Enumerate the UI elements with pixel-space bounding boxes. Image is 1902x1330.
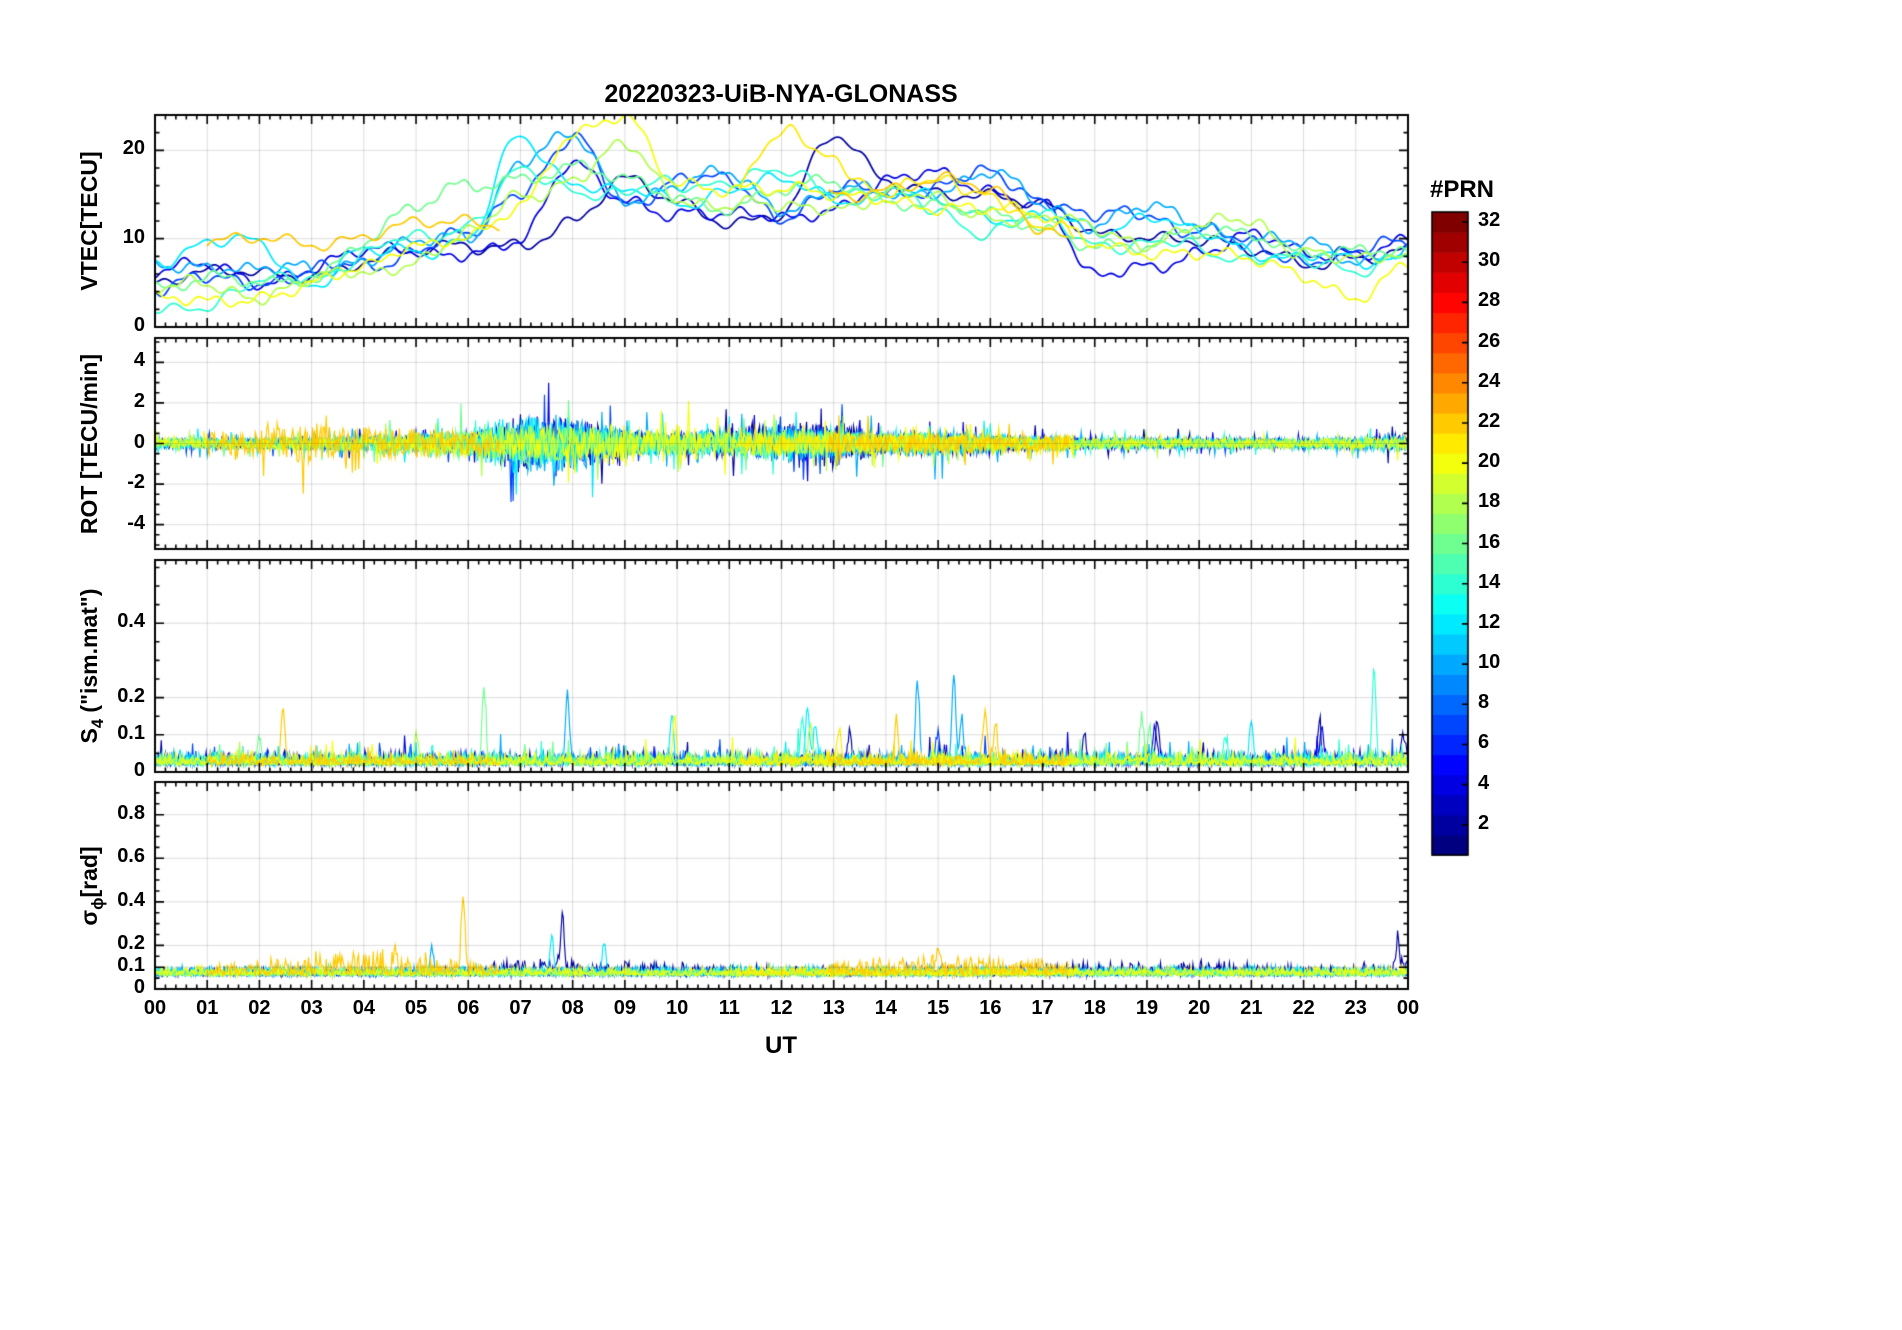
x-tick-label: 18	[1083, 997, 1106, 1019]
y-tick-label: -4	[127, 511, 145, 534]
y-tick-label: 0.1	[117, 721, 145, 744]
x-tick-label: 20	[1188, 997, 1211, 1019]
y-tick-label: 10	[122, 225, 145, 248]
colorbar-tick-label: 24	[1478, 369, 1501, 392]
y-tick-label: 4	[133, 349, 145, 372]
y-axis-label-rot: ROT [TECU/min]	[76, 354, 108, 534]
y-tick-label: 0	[133, 430, 145, 453]
x-tick-label: 02	[248, 997, 271, 1019]
colorbar-tick-label: 32	[1478, 209, 1501, 232]
x-tick-label: 17	[1031, 997, 1054, 1019]
ylabel-main: σ	[76, 909, 103, 926]
y-tick-label: 0.6	[117, 845, 145, 868]
y-axis-label-s4: S4 ("ism.mat")	[76, 589, 108, 744]
x-tick-label: 10	[665, 997, 689, 1019]
y-tick-label: 0	[133, 314, 145, 336]
colorbar-tick-label: 6	[1478, 731, 1490, 754]
x-tick-label: 00	[1396, 997, 1420, 1019]
x-tick-label: 21	[1240, 997, 1263, 1019]
colorbar-tick-label: 30	[1478, 249, 1501, 272]
y-tick-label: 0	[133, 976, 145, 998]
y-tick-label: -2	[127, 471, 145, 494]
chart-title: 20220323-UiB-NYA-GLONASS	[604, 80, 958, 108]
x-tick-label: 12	[770, 997, 793, 1019]
ylabel-main: S	[76, 728, 103, 744]
ylabel-rest: ("ism.mat")	[76, 588, 103, 719]
y-tick-label: 0.4	[117, 888, 145, 911]
ylabel-main: VTEC[TECU]	[76, 151, 103, 291]
y-tick-label: 0.8	[117, 801, 145, 824]
colorbar-title: #PRN	[1429, 176, 1495, 203]
x-tick-label: 13	[822, 997, 845, 1019]
x-tick-label: 16	[979, 997, 1002, 1019]
x-tick-label: 05	[404, 997, 428, 1019]
x-tick-label: 06	[457, 997, 480, 1019]
colorbar-tick-label: 2	[1478, 811, 1490, 834]
ylabel-main: ROT [TECU/min]	[76, 353, 103, 535]
colorbar-tick-label: 22	[1478, 409, 1501, 432]
colorbar-tick-label: 28	[1478, 289, 1501, 312]
x-tick-label: 04	[352, 997, 375, 1019]
x-tick-label: 22	[1292, 997, 1315, 1019]
y-tick-label: 0	[133, 759, 145, 781]
ylabel-sub: 4	[87, 718, 107, 729]
colorbar-tick-label: 18	[1478, 490, 1501, 513]
x-tick-label: 23	[1344, 997, 1367, 1019]
y-axis-label-sigma-phi: σϕ[rad]	[76, 846, 108, 925]
x-tick-label: 08	[561, 997, 584, 1019]
ylabel-rest: [rad]	[76, 846, 103, 898]
x-tick-label: 14	[874, 997, 898, 1019]
y-tick-label: 20	[122, 137, 145, 160]
x-tick-label: 11	[718, 997, 740, 1019]
x-tick-label: 15	[927, 997, 950, 1019]
y-tick-label: 2	[133, 389, 145, 412]
x-tick-label: 01	[196, 997, 219, 1019]
x-tick-label: 03	[300, 997, 323, 1019]
colorbar-tick-label: 12	[1478, 610, 1501, 633]
colorbar-tick-label: 14	[1478, 570, 1501, 593]
y-tick-label: 0.1	[117, 954, 145, 977]
ylabel-sub: ϕ	[87, 897, 107, 910]
colorbar-tick-label: 20	[1478, 450, 1501, 473]
colorbar-tick-label: 8	[1478, 691, 1490, 714]
y-tick-label: 0.4	[117, 610, 145, 633]
x-tick-label: 00	[143, 997, 167, 1019]
y-tick-label: 0.2	[117, 684, 145, 707]
colorbar-tick-label: 16	[1478, 530, 1501, 553]
x-tick-label: 07	[509, 997, 532, 1019]
x-tick-label: 19	[1135, 997, 1159, 1019]
x-tick-label: 09	[613, 997, 636, 1019]
colorbar-tick-label: 10	[1478, 651, 1501, 674]
y-axis-label-vtec: VTEC[TECU]	[76, 151, 108, 290]
x-axis-label: UT	[765, 1032, 797, 1059]
y-tick-label: 0.2	[117, 932, 145, 955]
colorbar-tick-label: 26	[1478, 329, 1501, 352]
colorbar-tick-label: 4	[1478, 771, 1490, 794]
